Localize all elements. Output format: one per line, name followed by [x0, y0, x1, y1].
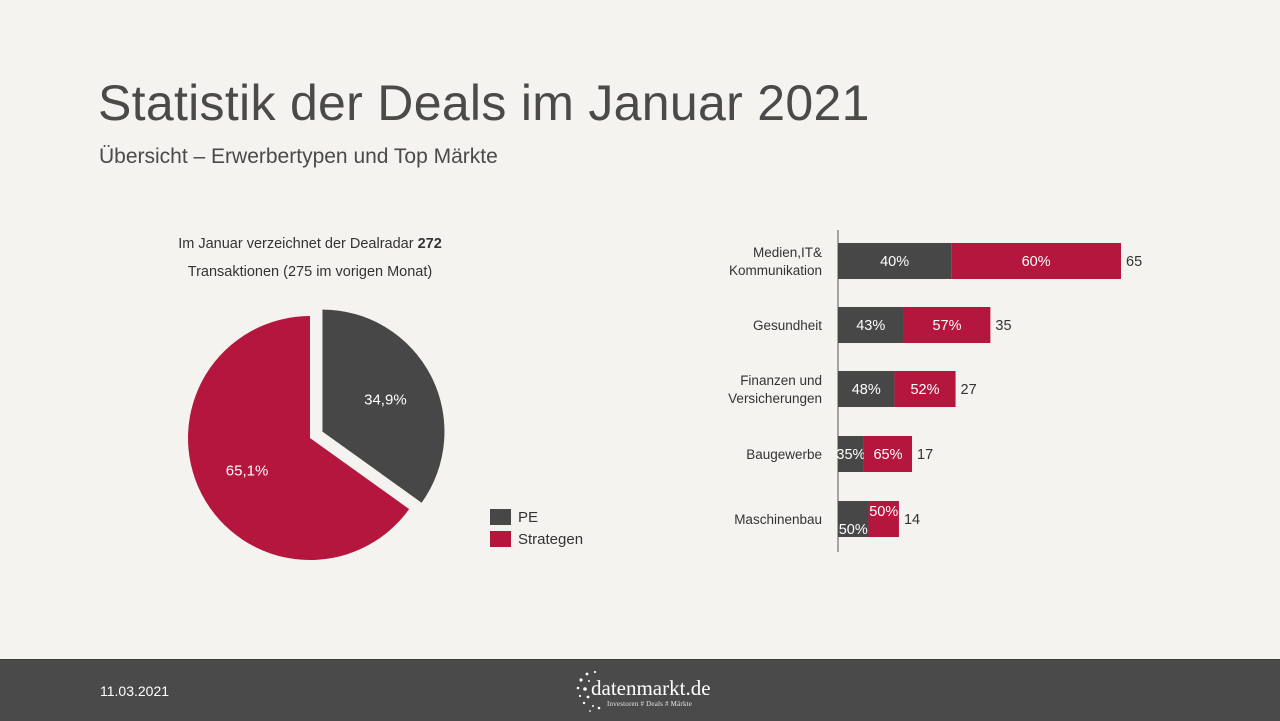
legend-swatch-pe	[490, 509, 511, 525]
intro-deal-count: 272	[417, 236, 442, 252]
intro-line-2: Transaktionen (275 im vorigen Monat)	[187, 264, 433, 280]
legend-label-pe: PE	[518, 508, 539, 526]
bar-total-label: 17	[917, 447, 933, 463]
pie-slice-strategen	[187, 316, 410, 560]
page-title: Statistik der Deals im Januar 2021	[98, 75, 870, 131]
bar-category-label: Medien,IT& Kommunikation	[729, 245, 822, 278]
legend-swatch-strategen	[490, 531, 511, 547]
logo-tagline: Investoren # Deals # Märkte	[607, 700, 693, 708]
footer-bar: 11.03.2021 datenmarkt.de Investoren # De…	[0, 659, 1280, 721]
bar-segment-strategen	[951, 243, 1121, 279]
bar-category-label: Maschinenbau	[734, 512, 822, 527]
bar-segment-pe	[838, 243, 952, 279]
intro-text: Im Januar verzeichnet der Dealradar 272 …	[130, 230, 490, 286]
page-subtitle: Übersicht – Erwerbertypen und Top Märkte	[99, 145, 498, 168]
bar-segment-pe	[838, 501, 869, 537]
bar-label-pe: 48%	[852, 382, 881, 398]
bar-total-label: 27	[961, 382, 977, 398]
bar-label-pe: 40%	[880, 254, 909, 270]
bar-category-label: Finanzen und Versicherungen	[728, 373, 822, 406]
bar-category-label: Baugewerbe	[746, 447, 822, 462]
legend-label-strategen: Strategen	[518, 530, 584, 548]
pie-legend: PE Strategen	[490, 506, 583, 550]
bar-category-label: Gesundheit	[753, 318, 822, 333]
bar-segment-strategen	[863, 436, 913, 472]
intro-line-1-text: Im Januar verzeichnet der Dealradar	[178, 236, 418, 252]
bar-segment-pe	[838, 436, 864, 472]
footer-date: 11.03.2021	[100, 683, 170, 699]
logo-dots-icon	[576, 670, 601, 712]
intro-line-1: Im Januar verzeichnet der Dealradar 272	[130, 230, 490, 258]
legend-item-pe: PE	[490, 506, 583, 528]
bar-label-strategen: 65%	[873, 447, 902, 463]
bar-label-pe: 43%	[856, 318, 885, 334]
bar-segment-pe	[838, 371, 895, 407]
bar-segment-strategen	[894, 371, 956, 407]
bar-segment-pe	[838, 307, 904, 343]
pie-slice-pe	[322, 309, 445, 503]
bar-segment-strategen	[903, 307, 991, 343]
bar-label-strategen: 60%	[1022, 254, 1051, 270]
bar-total-label: 65	[1126, 254, 1142, 270]
legend-item-strategen: Strategen	[490, 528, 583, 550]
pie-label-strategen: 65,1%	[226, 462, 269, 479]
datenmarkt-logo[interactable]: datenmarkt.de Investoren # Deals # Märkt…	[575, 668, 715, 714]
bar-label-pe: 35%	[836, 447, 865, 463]
logo-name: datenmarkt.de	[591, 676, 711, 700]
bar-label-strategen: 52%	[910, 382, 939, 398]
bar-label-pe: 50%	[839, 522, 868, 538]
bar-segment-strategen	[868, 501, 899, 537]
bar-chart: Medien,IT& Kommunikation 40% 60% 65 Gesundhei…	[728, 230, 1142, 552]
bar-total-label: 35	[995, 318, 1011, 334]
pie-chart: 34,9% 65,1%	[187, 309, 445, 560]
pie-label-pe: 34,9%	[364, 391, 407, 408]
bar-label-strategen: 57%	[932, 318, 961, 334]
bar-total-label: 14	[904, 512, 920, 528]
bar-label-strategen: 50%	[869, 504, 898, 520]
